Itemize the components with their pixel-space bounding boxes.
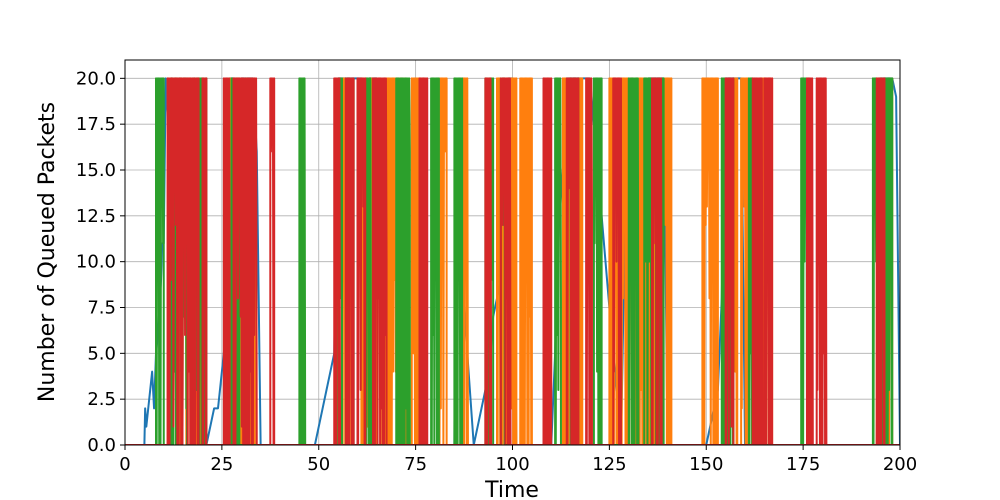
x-tick-label: 0	[119, 454, 130, 475]
x-tick-label: 25	[210, 454, 233, 475]
y-tick-label: 15.0	[76, 160, 116, 181]
x-axis-ticks: 0 25 50 75 100 125 150 175 200	[119, 445, 917, 475]
y-tick-label: 20.0	[76, 68, 116, 89]
y-tick-label: 17.5	[76, 114, 116, 135]
y-axis-ticks: 0.0 2.5 5.0 7.5 10.0 12.5 15.0 17.5 20.0	[76, 68, 125, 456]
plot-area	[125, 77, 900, 445]
x-tick-label: 175	[786, 454, 820, 475]
y-tick-label: 7.5	[87, 298, 116, 319]
x-tick-label: 50	[307, 454, 330, 475]
x-tick-label: 100	[495, 454, 529, 475]
series-line-3	[125, 77, 900, 445]
y-tick-label: 2.5	[87, 389, 116, 410]
x-tick-label: 200	[883, 454, 917, 475]
x-tick-label: 125	[592, 454, 626, 475]
y-tick-label: 0.0	[87, 435, 116, 456]
x-tick-label: 75	[404, 454, 427, 475]
y-tick-label: 10.0	[76, 252, 116, 273]
y-tick-label: 5.0	[87, 343, 116, 364]
y-tick-label: 12.5	[76, 206, 116, 227]
x-axis-title: Time	[484, 478, 539, 500]
y-axis-title: Number of Queued Packets	[35, 102, 60, 402]
x-tick-label: 150	[689, 454, 723, 475]
